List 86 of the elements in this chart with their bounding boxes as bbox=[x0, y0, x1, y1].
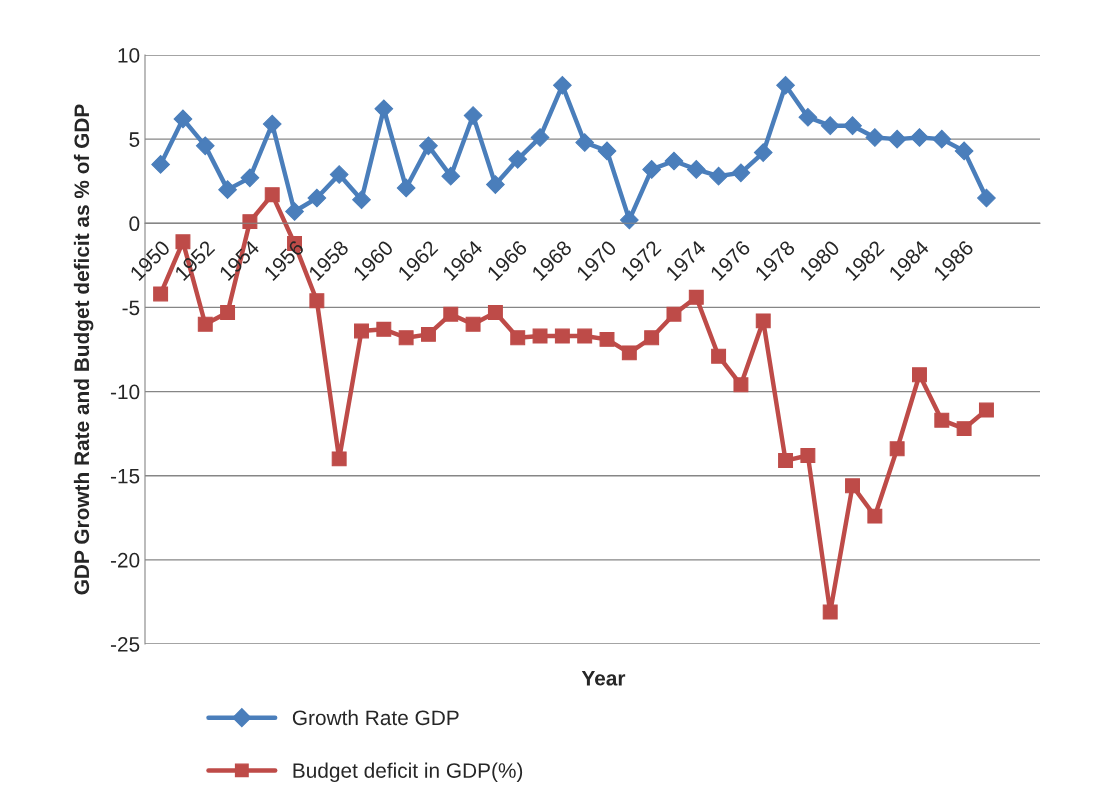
point bbox=[510, 330, 526, 346]
y-tick-label: 0 bbox=[129, 216, 140, 232]
point bbox=[508, 149, 528, 169]
point bbox=[352, 190, 371, 210]
point bbox=[889, 441, 905, 457]
point bbox=[554, 328, 570, 344]
point bbox=[575, 133, 595, 152]
point bbox=[934, 412, 950, 428]
point bbox=[398, 330, 414, 346]
point bbox=[329, 165, 349, 184]
y-tick-label: -5 bbox=[122, 300, 140, 316]
y-tick-label: -10 bbox=[110, 384, 140, 400]
point bbox=[220, 305, 236, 320]
point bbox=[153, 286, 169, 302]
point bbox=[331, 451, 347, 467]
point bbox=[151, 155, 170, 174]
point bbox=[307, 188, 327, 208]
point bbox=[486, 175, 505, 194]
point bbox=[711, 348, 727, 364]
point bbox=[666, 306, 682, 322]
point bbox=[463, 106, 483, 125]
y-tick-label: 5 bbox=[129, 132, 140, 147]
point bbox=[242, 214, 258, 230]
point bbox=[240, 168, 260, 188]
point bbox=[465, 316, 481, 332]
point bbox=[441, 166, 461, 186]
point bbox=[264, 187, 280, 203]
y-tick-label: -20 bbox=[110, 552, 140, 568]
point bbox=[577, 328, 593, 344]
point bbox=[642, 160, 661, 179]
point bbox=[532, 328, 548, 344]
point bbox=[419, 136, 438, 156]
point bbox=[755, 313, 771, 329]
point bbox=[688, 289, 704, 305]
y-tick-label: -15 bbox=[110, 468, 140, 484]
y-tick-label: 10 bbox=[118, 48, 140, 63]
point bbox=[686, 160, 706, 179]
point bbox=[865, 128, 885, 147]
point bbox=[487, 305, 503, 320]
point bbox=[197, 316, 213, 332]
point bbox=[822, 604, 838, 620]
y-axis-title: GDP Growth Rate and Budget deficit as % of GDP bbox=[73, 104, 94, 595]
point bbox=[376, 321, 392, 337]
point bbox=[731, 163, 751, 183]
point bbox=[195, 136, 215, 156]
point bbox=[420, 326, 436, 342]
point bbox=[396, 178, 416, 198]
point bbox=[776, 75, 795, 95]
point bbox=[843, 116, 862, 136]
point bbox=[644, 330, 660, 346]
point bbox=[262, 114, 282, 134]
point bbox=[553, 75, 572, 95]
point bbox=[733, 377, 749, 393]
point bbox=[218, 180, 237, 199]
point bbox=[709, 166, 728, 186]
point bbox=[978, 402, 994, 418]
point bbox=[285, 202, 304, 221]
point bbox=[798, 107, 818, 127]
point bbox=[845, 478, 860, 494]
point bbox=[753, 143, 773, 162]
point bbox=[599, 331, 615, 347]
point bbox=[309, 293, 325, 309]
y-tick-label: -25 bbox=[110, 637, 140, 652]
x-axis-title: Year bbox=[581, 671, 626, 686]
point bbox=[530, 128, 550, 147]
point bbox=[354, 323, 369, 339]
point bbox=[619, 210, 639, 230]
point bbox=[956, 421, 972, 437]
point bbox=[932, 129, 952, 149]
point bbox=[800, 448, 816, 463]
point bbox=[621, 345, 637, 361]
point bbox=[820, 116, 840, 136]
point bbox=[954, 141, 974, 161]
point bbox=[597, 141, 617, 161]
point bbox=[443, 306, 459, 322]
point bbox=[910, 128, 929, 147]
point bbox=[173, 109, 193, 129]
point bbox=[887, 129, 907, 149]
point bbox=[664, 151, 684, 171]
legend-label: Budget deficit in GDP(%) bbox=[293, 762, 523, 783]
point bbox=[374, 99, 394, 119]
point bbox=[912, 367, 927, 383]
legend-label: Growth Rate GDP bbox=[292, 709, 459, 726]
point bbox=[977, 188, 996, 208]
point bbox=[778, 453, 794, 469]
point bbox=[867, 508, 883, 524]
